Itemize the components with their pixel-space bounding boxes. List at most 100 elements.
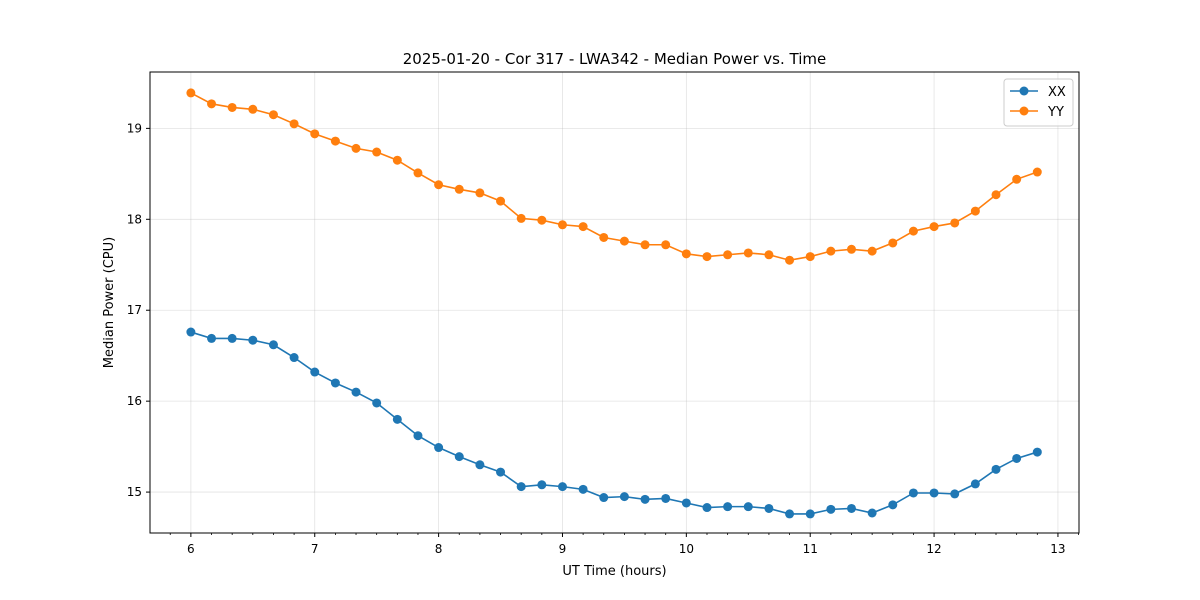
data-point-yy: [475, 188, 485, 198]
data-point-xx: [537, 480, 547, 490]
data-point-xx: [372, 398, 382, 408]
data-point-yy: [268, 110, 278, 120]
data-point-yy: [392, 155, 402, 165]
data-point-yy: [227, 102, 237, 112]
x-axis: 6 7 8 9 10 11 12 13: [169, 533, 1079, 556]
data-point-yy: [681, 249, 691, 259]
data-point-yy: [454, 184, 464, 194]
data-point-xx: [950, 489, 960, 499]
data-point-xx: [1032, 447, 1042, 457]
data-point-yy: [702, 252, 712, 262]
x-axis-label: UT Time (hours): [562, 564, 666, 579]
data-point-yy: [557, 220, 567, 230]
data-point-yy: [496, 196, 506, 206]
x-tick-label: 10: [679, 542, 694, 556]
x-tick-label: 9: [559, 542, 567, 556]
chart-title: 2025-01-20 - Cor 317 - LWA342 - Median P…: [403, 50, 827, 68]
data-point-xx: [826, 504, 836, 514]
grid-lines: [150, 72, 1079, 533]
series-xx: [186, 327, 1042, 519]
data-point-xx: [454, 452, 464, 462]
x-tick-label: 13: [1050, 542, 1065, 556]
data-point-xx: [557, 482, 567, 492]
y-tick-label: 15: [127, 485, 142, 499]
series-layer: [186, 88, 1042, 519]
data-point-xx: [330, 378, 340, 388]
x-tick-label: 11: [803, 542, 818, 556]
data-point-yy: [929, 222, 939, 232]
data-point-yy: [413, 168, 423, 178]
data-point-yy: [1012, 174, 1022, 184]
data-point-xx: [619, 492, 629, 502]
data-point-xx: [681, 498, 691, 508]
series-line-xx: [190, 331, 1038, 515]
legend-label: YY: [1047, 105, 1064, 120]
legend: XX YY: [1003, 78, 1074, 127]
data-point-yy: [516, 213, 526, 223]
series-line-yy: [190, 92, 1038, 262]
y-tick-label: 16: [127, 394, 142, 408]
data-point-xx: [392, 414, 402, 424]
data-point-yy: [785, 255, 795, 265]
x-tick-label: 12: [926, 542, 941, 556]
data-point-xx: [888, 500, 898, 510]
data-point-xx: [496, 467, 506, 477]
data-point-xx: [785, 509, 795, 519]
legend-item-xx: XX: [1010, 85, 1066, 100]
legend-marker: [1019, 86, 1029, 96]
data-point-yy: [908, 226, 918, 236]
data-point-xx: [268, 340, 278, 350]
data-point-yy: [248, 104, 258, 114]
data-point-xx: [578, 484, 588, 494]
data-point-yy: [289, 119, 299, 129]
legend-label: XX: [1048, 85, 1066, 100]
data-point-xx: [207, 333, 217, 343]
data-point-xx: [1012, 453, 1022, 463]
data-point-yy: [888, 238, 898, 248]
data-point-yy: [619, 236, 629, 246]
x-tick-label: 7: [311, 542, 319, 556]
legend-item-yy: YY: [1010, 105, 1064, 120]
y-tick-label: 19: [127, 121, 142, 135]
data-point-xx: [764, 503, 774, 513]
data-point-yy: [640, 240, 650, 250]
data-point-yy: [805, 252, 815, 262]
data-point-xx: [186, 327, 196, 337]
data-point-xx: [475, 460, 485, 470]
data-point-xx: [929, 488, 939, 498]
y-axis: 15 16 17 18 19: [127, 121, 150, 499]
data-point-yy: [434, 180, 444, 190]
data-point-xx: [434, 443, 444, 453]
data-point-xx: [310, 367, 320, 377]
data-point-yy: [723, 250, 733, 260]
y-tick-label: 17: [127, 303, 142, 317]
data-point-xx: [516, 482, 526, 492]
data-point-xx: [805, 509, 815, 519]
data-point-yy: [846, 244, 856, 254]
x-tick-label: 8: [435, 542, 443, 556]
data-point-xx: [702, 503, 712, 513]
data-point-xx: [289, 353, 299, 363]
data-point-yy: [867, 246, 877, 256]
y-tick-label: 18: [127, 212, 142, 226]
data-point-xx: [351, 387, 361, 397]
data-point-yy: [764, 250, 774, 260]
data-point-yy: [661, 240, 671, 250]
data-point-xx: [867, 508, 877, 518]
data-point-xx: [248, 335, 258, 345]
y-axis-label: Median Power (CPU): [102, 237, 117, 368]
series-yy: [186, 88, 1042, 265]
data-point-xx: [743, 502, 753, 512]
data-point-xx: [908, 488, 918, 498]
data-point-yy: [351, 143, 361, 153]
data-point-yy: [330, 136, 340, 146]
data-point-xx: [991, 464, 1001, 474]
data-point-yy: [207, 99, 217, 109]
data-point-xx: [599, 493, 609, 503]
data-point-yy: [537, 215, 547, 225]
data-point-yy: [186, 88, 196, 98]
data-point-yy: [826, 246, 836, 256]
data-point-yy: [310, 129, 320, 139]
axes-frame: [149, 71, 1080, 534]
